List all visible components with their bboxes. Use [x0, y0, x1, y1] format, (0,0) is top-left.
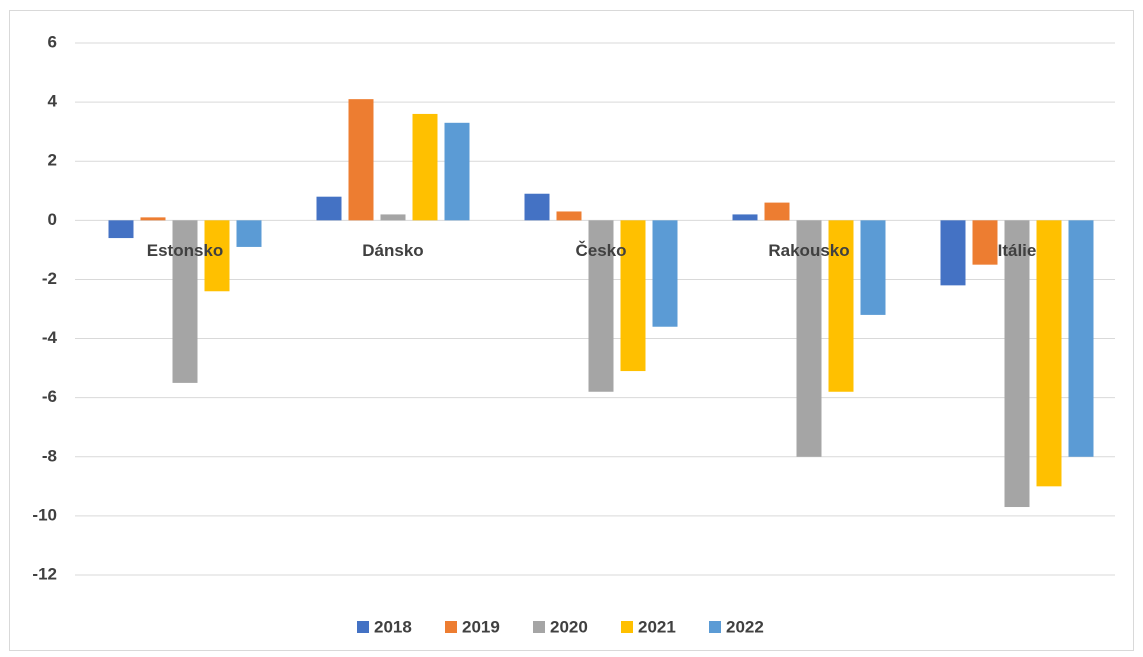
y-tick-label: -8 — [42, 446, 57, 465]
bar — [860, 220, 886, 315]
bar — [588, 220, 614, 392]
legend-label: 2022 — [726, 617, 764, 636]
y-tick-label: -6 — [42, 387, 57, 406]
bar — [940, 220, 966, 286]
y-tick-label: 0 — [48, 210, 57, 229]
y-tick-label: 6 — [48, 32, 57, 51]
bar — [236, 220, 262, 247]
bar — [652, 220, 678, 327]
y-tick-label: -10 — [32, 505, 57, 524]
bar — [828, 220, 854, 392]
legend-swatch — [621, 621, 633, 633]
bar — [444, 122, 470, 221]
bar — [556, 211, 582, 221]
bar — [204, 220, 230, 292]
bar — [380, 214, 406, 221]
bar — [172, 220, 198, 383]
bar — [972, 220, 998, 265]
legend-label: 2021 — [638, 617, 676, 636]
x-tick-label: Česko — [575, 241, 626, 260]
bar — [412, 113, 438, 221]
x-tick-label: Itálie — [998, 241, 1037, 260]
legend-swatch — [709, 621, 721, 633]
x-tick-label: Dánsko — [362, 241, 423, 260]
bar — [1004, 220, 1030, 508]
legend-swatch — [445, 621, 457, 633]
y-tick-label: -4 — [42, 328, 58, 347]
bar — [140, 217, 166, 221]
legend-label: 2019 — [462, 617, 500, 636]
y-tick-label: 2 — [48, 151, 57, 170]
bar — [524, 193, 550, 221]
legend-label: 2020 — [550, 617, 588, 636]
bar — [764, 202, 790, 221]
bar — [620, 220, 646, 372]
bar — [348, 99, 374, 221]
bar — [108, 220, 134, 239]
bar — [316, 196, 342, 221]
x-tick-label: Rakousko — [768, 241, 849, 260]
y-tick-label: -12 — [32, 564, 57, 583]
legend-label: 2018 — [374, 617, 412, 636]
bar — [1036, 220, 1062, 487]
x-tick-label: Estonsko — [147, 241, 224, 260]
y-tick-label: 4 — [48, 92, 58, 111]
y-tick-label: -2 — [42, 269, 57, 288]
legend-swatch — [357, 621, 369, 633]
bar — [796, 220, 822, 457]
bar — [732, 214, 758, 221]
bar — [1068, 220, 1094, 457]
legend-swatch — [533, 621, 545, 633]
